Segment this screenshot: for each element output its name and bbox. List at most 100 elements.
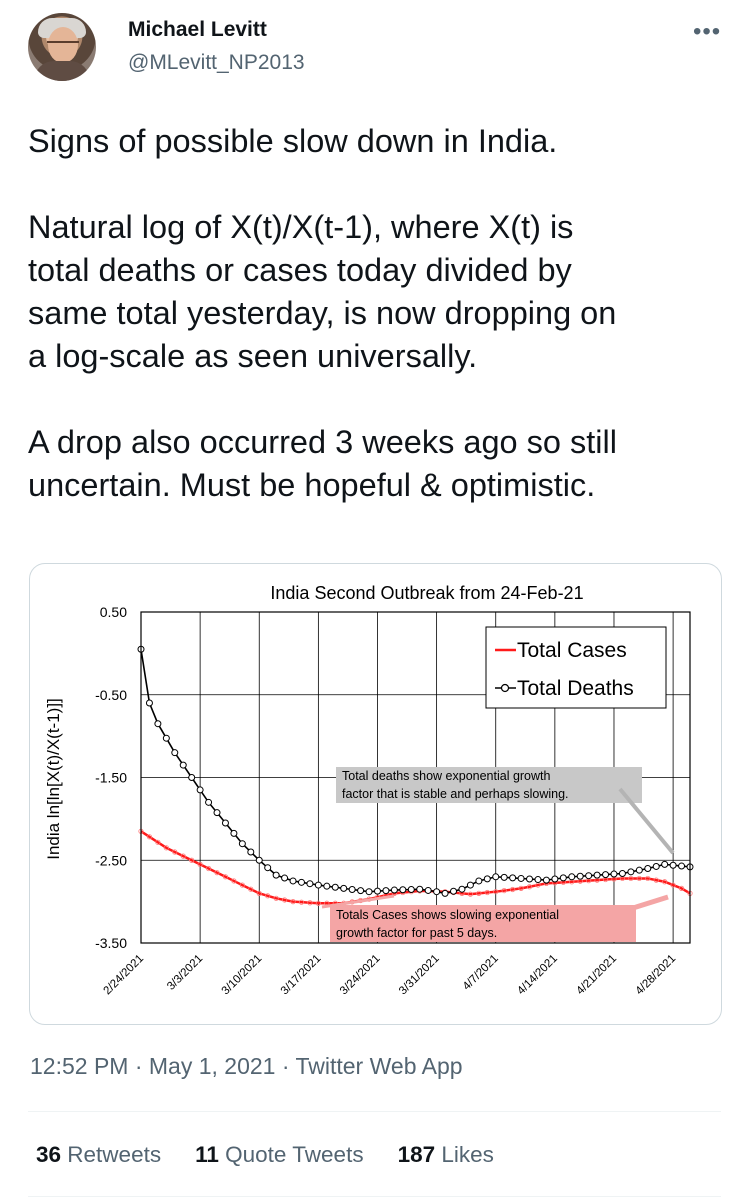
- retweets-stat[interactable]: 36 Retweets: [36, 1142, 161, 1168]
- point-cases: [670, 882, 676, 888]
- point-deaths: [416, 885, 424, 893]
- quote-tweets-count: 11: [195, 1142, 219, 1167]
- point-deaths: [154, 720, 162, 728]
- x-axis: 2/24/2021 3/3/2021 3/10/2021 3/17/2021 3/24/…: [101, 953, 678, 998]
- point-deaths: [289, 877, 297, 885]
- point-cases: [501, 887, 507, 894]
- avatar[interactable]: [28, 13, 96, 81]
- point-cases: [307, 900, 313, 906]
- point-cases: [146, 834, 153, 840]
- point-cases: [526, 884, 533, 890]
- point-deaths: [450, 887, 458, 895]
- chart-legend: Total Cases Total Deaths: [485, 626, 667, 709]
- point-deaths: [179, 761, 187, 769]
- point-cases: [636, 875, 642, 882]
- point-cases: [653, 877, 659, 883]
- point-cases: [298, 899, 305, 905]
- point-deaths: [466, 881, 474, 889]
- likes-label: Likes: [441, 1142, 494, 1167]
- point-deaths: [407, 885, 415, 893]
- point-deaths: [331, 883, 339, 891]
- legend-box: [485, 626, 667, 709]
- annotation-cases-pointer: [321, 894, 395, 909]
- point-deaths: [213, 809, 221, 817]
- point-deaths: [542, 876, 550, 884]
- tweet-paragraph: A drop also occurred 3 weeks ago so stil…: [28, 424, 617, 503]
- point-deaths: [635, 866, 643, 874]
- point-cases: [222, 874, 229, 880]
- point-cases: [645, 875, 651, 882]
- point-cases: [248, 886, 254, 892]
- quote-tweets-stat[interactable]: 11 Quote Tweets: [195, 1142, 363, 1168]
- point-deaths: [526, 875, 534, 883]
- point-cases: [476, 890, 482, 896]
- tweet-stats: 36 Retweets 11 Quote Tweets 187 Likes: [36, 1142, 528, 1168]
- point-cases: [239, 882, 245, 888]
- point-cases: [678, 885, 685, 891]
- point-deaths: [365, 888, 373, 896]
- point-deaths: [509, 874, 517, 882]
- point-deaths: [145, 699, 153, 707]
- point-cases: [273, 895, 279, 901]
- author-display-name[interactable]: Michael Levitt: [128, 18, 267, 41]
- author-handle[interactable]: @MLevitt_NP2013: [128, 51, 305, 74]
- point-deaths: [678, 862, 686, 870]
- point-deaths: [458, 885, 466, 893]
- chart: India Second Outbreak from 24-Feb-21 Ind…: [44, 583, 694, 998]
- x-tick-label: 3/10/2021: [220, 953, 265, 998]
- point-cases: [214, 870, 220, 876]
- point-deaths: [323, 882, 331, 890]
- annotation-cases-box: [330, 905, 636, 942]
- point-deaths: [238, 840, 246, 848]
- more-icon[interactable]: •••: [693, 18, 722, 45]
- point-deaths: [610, 870, 618, 878]
- x-tick-label: 4/7/2021: [461, 953, 501, 993]
- retweets-label: Retweets: [67, 1142, 162, 1167]
- x-tick-label: 4/14/2021: [515, 953, 560, 998]
- point-deaths: [205, 798, 213, 806]
- likes-stat[interactable]: 187 Likes: [398, 1142, 494, 1168]
- point-deaths: [568, 873, 576, 881]
- point-cases: [315, 900, 321, 906]
- annotation-deaths-box: [336, 767, 642, 803]
- point-cases: [163, 845, 169, 851]
- point-deaths: [602, 871, 610, 879]
- x-tick-label: 3/24/2021: [338, 953, 383, 998]
- tweet-timestamp[interactable]: 12:52 PM · May 1, 2021 · Twitter Web App: [30, 1053, 463, 1079]
- point-deaths: [255, 856, 263, 864]
- point-cases: [628, 875, 634, 882]
- point-deaths: [162, 734, 170, 742]
- x-tick-label: 3/31/2021: [397, 953, 442, 998]
- point-deaths: [652, 862, 660, 870]
- point-cases: [265, 893, 271, 899]
- point-cases: [231, 878, 237, 884]
- point-cases: [290, 899, 296, 905]
- legend-cases-label: Total Cases: [517, 639, 627, 662]
- x-tick-label: 2/24/2021: [101, 953, 146, 998]
- point-deaths: [441, 889, 449, 897]
- point-deaths: [500, 873, 508, 881]
- point-cases: [205, 865, 212, 872]
- point-deaths: [357, 887, 365, 895]
- point-deaths: [230, 829, 238, 837]
- y-tick-label: -0.50: [95, 687, 127, 703]
- point-deaths: [424, 886, 432, 894]
- point-deaths: [559, 874, 567, 882]
- annotation-cases-line-2: growth factor for past 5 days.: [336, 926, 497, 940]
- tweet-media-chart[interactable]: India Second Outbreak from 24-Feb-21 Ind…: [29, 563, 722, 1025]
- annotation-cases: Totals Cases shows slowing exponential g…: [321, 894, 669, 942]
- point-cases: [189, 857, 195, 863]
- point-deaths: [188, 774, 196, 781]
- point-deaths: [340, 884, 348, 892]
- tweet-text: Signs of possible slow down in India. Na…: [28, 120, 728, 507]
- tweet-paragraph: Signs of possible slow down in India.: [28, 123, 558, 159]
- tweet-paragraph: Natural log of X(t)/X(t-1), where X(t) i…: [28, 209, 617, 374]
- point-deaths: [247, 848, 255, 856]
- annotation-cases-line-1: Totals Cases shows slowing exponential: [336, 908, 559, 922]
- point-deaths: [297, 878, 305, 886]
- point-cases: [281, 897, 288, 903]
- point-deaths: [373, 887, 381, 895]
- point-deaths: [390, 886, 398, 894]
- point-deaths: [618, 869, 626, 877]
- point-cases: [510, 886, 516, 893]
